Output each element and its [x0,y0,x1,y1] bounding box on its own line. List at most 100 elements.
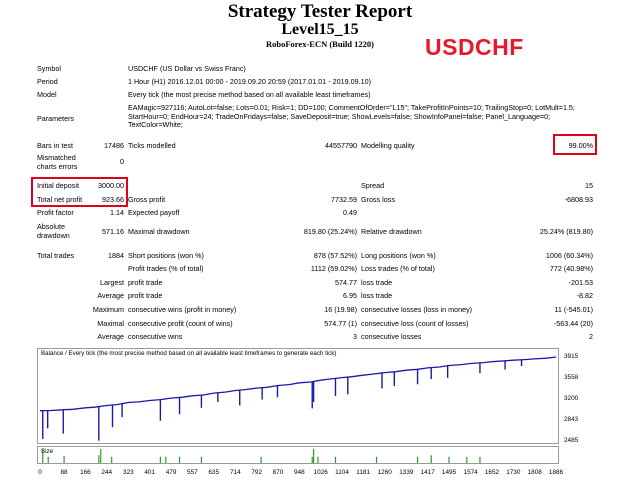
symbol-value: USDCHF (US Dollar vs Swiss Franc) [128,64,246,73]
x-tick-label: 635 [208,469,220,476]
loss-trades-label: Loss trades (% of total) [361,264,435,273]
report-title: Strategy Tester Report [227,1,413,22]
profit-trades-label: Profit trades (% of total) [128,264,204,273]
deposit-label: Initial deposit [37,181,79,190]
x-tick-label: 870 [272,469,284,476]
x-tick-label: 244 [101,469,113,476]
y-tick-label: 3915 [564,353,579,360]
profit-factor-label: Profit factor [37,208,74,217]
maximum-label: Maximum [92,305,124,314]
reldd-value: 25.24% (819.80) [539,227,593,236]
size-chart-svg [42,449,481,463]
avg-cons-losses-label: consecutive losses [361,332,422,341]
balance-chart [37,348,559,444]
average-label: Average [97,291,124,300]
x-tick-label: 1260 [377,469,392,476]
report-subtitle: Level15_15 [281,21,359,38]
maximal-label: Maximal [97,319,124,328]
quality-highlight-box [553,134,597,155]
symbol-label: Symbol [37,64,61,73]
ticks-value: 44557790 [325,141,357,150]
deposit-value: 3000.00 [98,181,124,190]
y-tick-label: 2485 [564,437,579,444]
avg-cons-wins-value: 3 [353,332,357,341]
ticks-label: Ticks modelled [128,141,176,150]
largest-loss-value: -201.53 [568,278,593,287]
x-tick-label: 1808 [527,469,542,476]
largest-loss-label: loss trade [361,278,393,287]
payoff-label: Expected payoff [128,208,180,217]
grossloss-label: Gross loss [361,195,395,204]
spread-value: 15 [585,181,593,190]
model-value: Every tick (the most precise method base… [128,90,371,99]
x-tick-label: 1339 [399,469,414,476]
balance-chart-svg [39,356,557,441]
bars-value: 17486 [104,141,124,150]
parameters-label: Parameters [37,114,75,123]
average2-label: Average [97,332,124,341]
x-tick-label: 1104 [335,469,349,476]
largest-profit-value: 574.77 [335,278,357,287]
x-tick-label: 1574 [463,469,478,476]
payoff-value: 0.49 [343,208,357,217]
netprofit-value: 923.66 [102,195,124,204]
x-tick-label: 792 [251,469,263,476]
y-tick-label: 2843 [564,415,579,423]
size-chart-caption: Size [41,448,54,455]
x-tick-label: 323 [123,469,134,476]
x-tick-label: 1417 [420,469,435,476]
avg-cons-wins-label: consecutive wins [128,332,183,341]
period-label: Period [37,77,58,86]
x-tick-label: 0 [38,469,42,476]
x-tick-label: 1652 [484,469,500,476]
x-tick-label: 401 [144,469,156,476]
max-cons-profit-value: 574.77 (1) [324,319,357,328]
x-tick-label: 1730 [506,469,521,476]
profit-trades-value: 1112 (59.02%) [310,264,357,273]
parameters-value: EAMagic=927116; AutoLot=false; Lots=0.01… [128,103,575,130]
total-trades-value: 1884 [108,251,124,260]
x-tick-label: 1495 [441,469,457,476]
max-cons-losses-label: consecutive losses (loss in money) [361,305,473,314]
x-tick-label: 1026 [313,469,328,476]
average-profit-label: profit trade [128,291,163,300]
model-label: Model [37,90,57,99]
netprofit-label: Total net profit [37,195,83,204]
grossprofit-label: Gross profit [128,195,166,204]
server-build: RoboForex-ECN (Build 1220) [266,39,374,49]
short-label: Short positions (won %) [128,251,204,260]
mismatch-label: Mismatched charts errors [37,153,78,171]
quality-label: Modelling quality [361,141,415,150]
short-value: 878 (57.52%) [313,251,357,260]
loss-trades-value: 772 (40.98%) [549,264,593,273]
grossloss-value: -6808.93 [564,195,593,204]
reldd-label: Relative drawdown [361,227,422,236]
mismatch-value: 0 [120,157,124,166]
balance-line [39,356,557,412]
period-value: 1 Hour (H1) 2016.12.01 00:00 - 2019.09.2… [128,77,371,86]
absdd-value: 571.16 [102,227,124,236]
max-cons-wins-value: 16 (19.98) [324,305,357,314]
x-tick-label: 479 [165,469,177,476]
y-tick-label: 3558 [564,373,579,381]
profit-factor-value: 1.14 [110,208,124,217]
absdd-label: Absolute drawdown [37,222,70,240]
bars-label: Bars in test [37,141,73,150]
chart-caption: Balance / Every tick (the most precise m… [41,350,337,357]
max-cons-losses-value: 11 (-545.01) [554,305,593,314]
largest-profit-label: profit trade [128,278,163,287]
grossprofit-value: 7732.59 [331,195,357,204]
max-cons-wins-label: consecutive wins (profit in money) [128,305,237,314]
largest-label: Largest [100,278,124,287]
avg-cons-losses-value: 2 [589,332,593,341]
pair-overlay-label: USDCHF [425,34,524,60]
long-value: 1006 (60.34%) [545,251,593,260]
x-tick-label: 714 [230,469,241,476]
total-trades-label: Total trades [37,251,75,260]
deposit-profit-highlight-box [31,177,128,207]
size-chart [37,446,559,464]
x-tick-label: 88 [60,469,68,476]
max-cons-loss-label: consecutive loss (count of losses) [361,319,469,328]
long-label: Long positions (won %) [361,251,436,260]
spread-label: Spread [361,181,385,190]
